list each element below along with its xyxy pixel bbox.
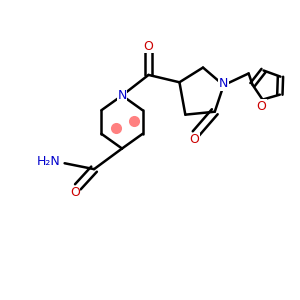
Text: O: O <box>256 100 266 112</box>
Text: N: N <box>117 89 127 102</box>
Text: N: N <box>219 77 228 90</box>
Text: O: O <box>70 186 80 199</box>
Text: H₂N: H₂N <box>36 155 60 168</box>
Text: O: O <box>144 40 154 52</box>
Text: O: O <box>189 133 199 146</box>
